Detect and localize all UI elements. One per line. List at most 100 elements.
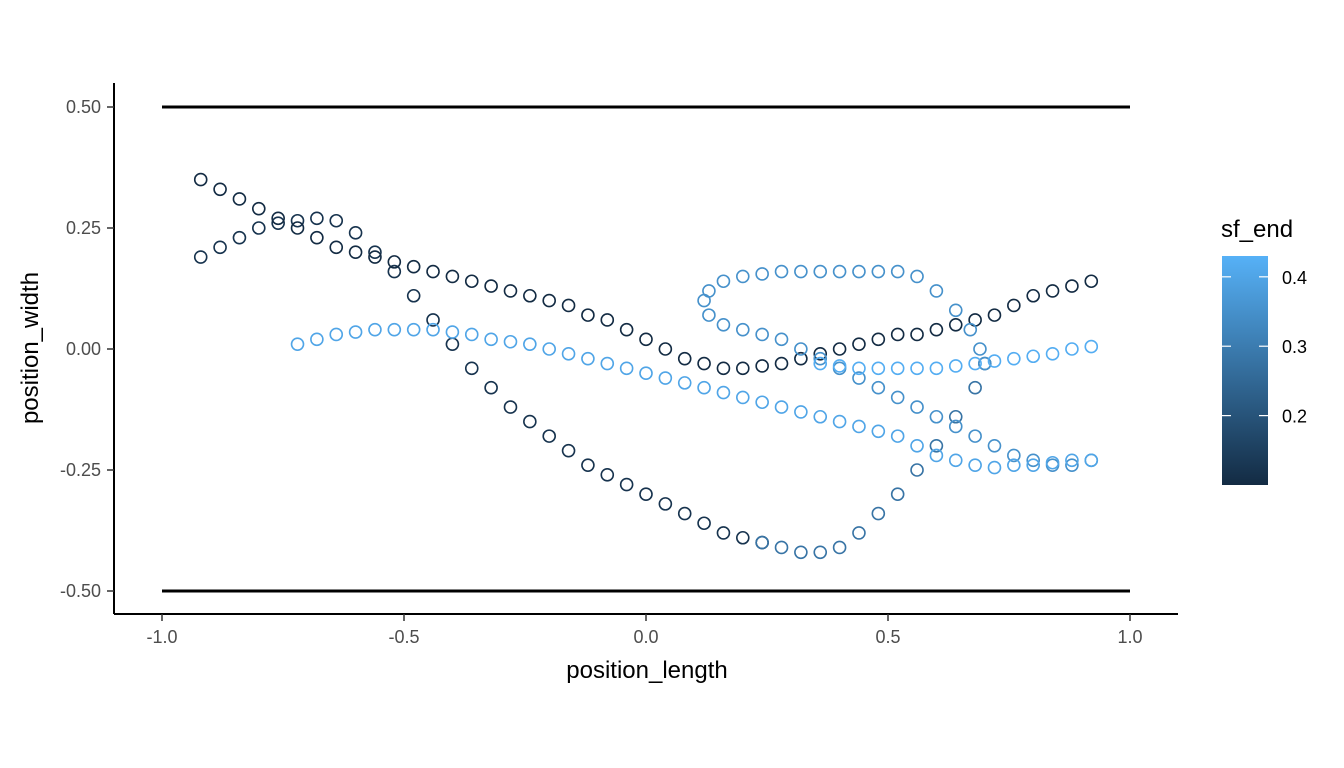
data-point [968,458,982,472]
data-point [697,380,711,395]
data-point [929,448,944,463]
data-point [426,264,440,279]
data-point [445,337,460,351]
data-point [794,545,808,560]
data-point [871,264,886,279]
data-point [890,390,905,405]
data-point [852,264,866,279]
data-point [1045,455,1060,470]
data-point [910,361,924,376]
data-point [735,390,750,405]
data-point [890,361,905,376]
data-point [948,419,963,434]
data-point [948,453,963,468]
data-point [968,380,982,395]
data-point [600,468,615,482]
data-point [1084,339,1099,354]
data-point [658,497,673,511]
data-point [445,325,460,339]
data-point [755,535,769,550]
data-point [542,429,557,443]
data-point [774,540,789,555]
data-point [368,250,382,264]
data-point [581,308,595,322]
data-point [251,221,266,235]
data-point [310,211,324,226]
data-point [1045,284,1060,298]
data-point [910,463,924,477]
data-point [871,361,886,376]
data-point [852,361,866,376]
data-point [929,438,944,453]
data-point [329,327,344,342]
data-point [987,308,1002,322]
data-point [484,380,498,395]
data-point [1026,458,1040,472]
data-point [977,356,992,371]
data-point [193,250,208,264]
data-point [406,288,421,303]
data-point [232,192,247,206]
data-point [271,211,285,226]
data-point [1084,274,1099,289]
data-point [619,361,634,376]
data-point [987,460,1002,475]
data-point [832,359,847,373]
data-point [963,322,978,337]
data-point [271,216,285,230]
data-point [697,516,711,531]
data-point [910,438,924,453]
data-point [677,506,692,521]
data-point [639,366,653,381]
data-point [1084,453,1099,468]
data-point [484,279,498,293]
data-point [832,342,847,356]
data-point [755,267,769,281]
x-tick-label: 0.0 [633,627,658,647]
x-tick-label: -1.0 [146,627,177,647]
legend-break-label: 0.4 [1282,268,1307,288]
data-point [735,530,750,545]
data-point [503,334,518,349]
data-point [503,400,518,414]
reference-lines [162,105,1130,593]
legend-breaks: 0.4 0.3 0.2 [1222,268,1307,427]
data-point [1007,448,1021,463]
data-point [1045,347,1060,361]
plot-panel [162,105,1130,593]
data-point [794,405,808,419]
data-point [813,409,828,424]
data-point [832,540,847,555]
data-point [348,245,363,259]
data-point [716,385,731,400]
data-point [716,361,731,376]
data-point [910,400,924,414]
data-point [890,264,905,279]
data-point [948,409,963,424]
data-point [658,371,673,385]
data-point [774,332,789,347]
data-point [561,347,576,361]
data-point [251,201,266,216]
data-point [697,356,711,371]
data-point [1065,453,1079,468]
data-point [774,356,789,371]
data-point [193,172,208,187]
data-point [774,400,789,414]
data-point [794,264,808,279]
data-point [290,221,305,235]
data-point [348,226,363,240]
data-point [348,325,363,339]
data-point [852,419,866,434]
data-point [581,351,595,366]
data-point [600,356,615,371]
data-point [852,371,866,385]
data-point [290,337,305,351]
data-points [193,172,1099,560]
data-point [213,240,227,255]
legend-break-label: 0.2 [1282,407,1307,427]
data-point [735,269,750,284]
data-point [890,487,905,502]
data-point [929,361,944,376]
